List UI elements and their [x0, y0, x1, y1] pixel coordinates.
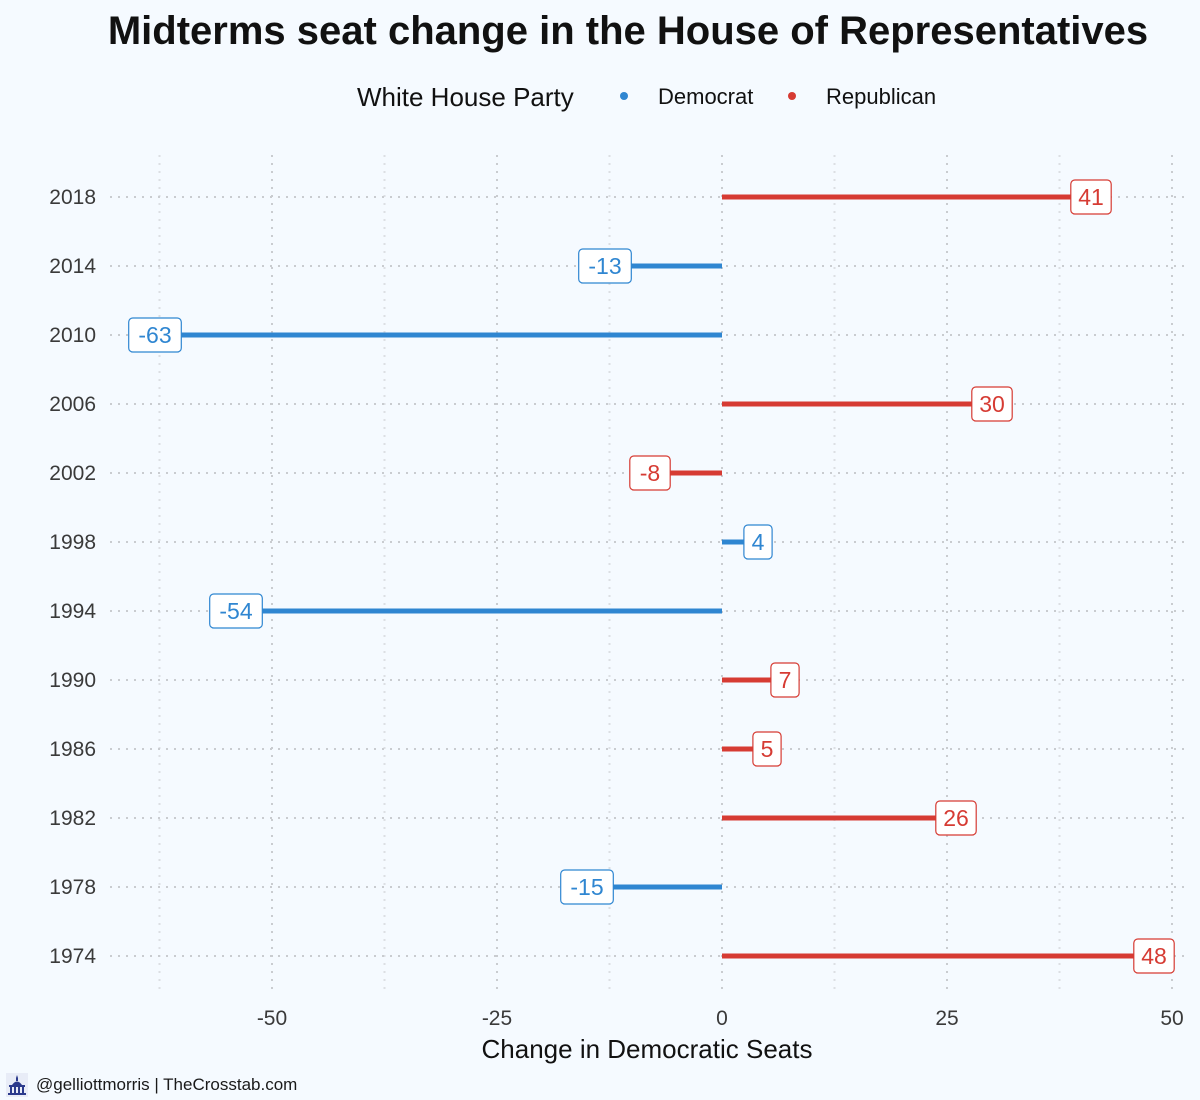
data-label-box: [578, 248, 632, 284]
legend-democrat-label: Democrat: [658, 84, 753, 109]
y-tick-label: 1986: [49, 738, 96, 761]
legend-democrat-marker: [620, 92, 628, 100]
data-label-box: [1070, 179, 1112, 215]
y-tick-label: 2006: [49, 393, 96, 416]
data-label-box: [971, 386, 1013, 422]
data-label-text: 30: [979, 391, 1005, 417]
data-label-text: -15: [570, 874, 603, 900]
data-label-text: -63: [138, 322, 171, 348]
footer: @gelliottmorris | TheCrosstab.com: [6, 1072, 297, 1098]
x-tick-label: 50: [1160, 1007, 1183, 1030]
x-tick-label: -25: [482, 1007, 512, 1030]
data-label-1994: -54: [209, 593, 263, 629]
legend-republican-marker: [788, 92, 796, 100]
data-label-2006: 30: [971, 386, 1013, 422]
data-label-text: 26: [943, 805, 969, 831]
data-label-box: [743, 524, 773, 560]
data-label-text: 48: [1141, 943, 1167, 969]
x-tick-label: 0: [716, 1007, 728, 1030]
data-label-1982: 26: [935, 800, 977, 836]
data-label-box: [629, 455, 671, 491]
data-label-box: [752, 731, 782, 767]
data-label-2002: -8: [629, 455, 671, 491]
chart-title: Midterms seat change in the House of Rep…: [108, 9, 1148, 53]
y-tick-label: 2002: [49, 462, 96, 485]
data-label-1986: 5: [752, 731, 782, 767]
data-label-text: 4: [752, 529, 765, 555]
data-label-text: -13: [588, 253, 621, 279]
y-tick-label: 2010: [49, 324, 96, 347]
legend-title: White House Party: [357, 82, 574, 112]
y-tick-label: 1982: [49, 807, 96, 830]
data-label-text: 7: [779, 667, 792, 693]
y-tick-label: 1974: [49, 945, 96, 968]
x-tick-label: -50: [257, 1007, 287, 1030]
footer-credit: @gelliottmorris | TheCrosstab.com: [36, 1075, 298, 1094]
data-label-text: -8: [640, 460, 660, 486]
y-tick-label: 2018: [49, 186, 96, 209]
data-label-box: [1133, 938, 1175, 974]
data-label-1998: 4: [743, 524, 773, 560]
y-tick-label: 1990: [49, 669, 96, 692]
data-label-text: -54: [219, 598, 252, 624]
y-tick-label: 1998: [49, 531, 96, 554]
data-label-box: [128, 317, 182, 353]
data-label-2018: 41: [1070, 179, 1112, 215]
y-tick-label: 2014: [49, 255, 96, 278]
bars: [155, 194, 1154, 959]
data-label-box: [770, 662, 800, 698]
legend-republican-label: Republican: [826, 84, 936, 109]
legend: White House Party Democrat Republican: [357, 82, 936, 112]
capitol-icon: [6, 1073, 28, 1097]
data-label-text: 41: [1078, 184, 1104, 210]
data-label-1990: 7: [770, 662, 800, 698]
data-label-2014: -13: [578, 248, 632, 284]
y-tick-label: 1994: [49, 600, 96, 623]
data-label-1978: -15: [560, 869, 614, 905]
x-axis: -50 -25 0 25 50: [257, 1007, 1184, 1030]
x-axis-title: Change in Democratic Seats: [482, 1034, 813, 1064]
grid: [110, 155, 1190, 992]
data-label-2010: -63: [128, 317, 182, 353]
data-label-1974: 48: [1133, 938, 1175, 974]
data-label-box: [935, 800, 977, 836]
y-axis: 2018 2014 2010 2006 2002 1998 1994 1990 1986 1982…: [49, 186, 96, 968]
y-tick-label: 1978: [49, 876, 96, 899]
data-label-text: 5: [761, 736, 774, 762]
value-labels: 41 -13 -63 30 -8 4 -54 7 5 26 -15 48: [128, 179, 1175, 974]
data-label-box: [560, 869, 614, 905]
data-label-box: [209, 593, 263, 629]
x-tick-label: 25: [935, 1007, 958, 1030]
